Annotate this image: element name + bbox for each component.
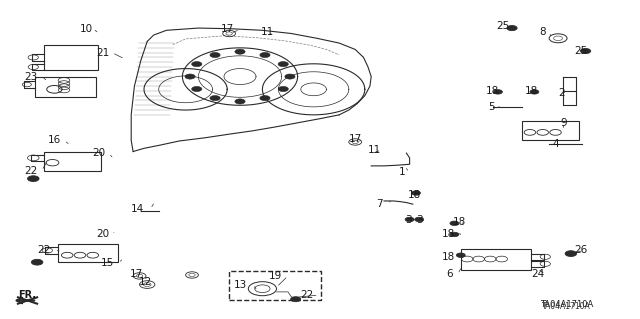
Text: TA04A1710A: TA04A1710A xyxy=(542,302,591,311)
Circle shape xyxy=(493,90,502,94)
Circle shape xyxy=(530,90,539,94)
Text: 1: 1 xyxy=(399,167,405,177)
Circle shape xyxy=(507,26,517,31)
Text: 10: 10 xyxy=(80,24,93,34)
Text: 6: 6 xyxy=(447,269,453,279)
Circle shape xyxy=(450,232,459,237)
Text: 13: 13 xyxy=(234,279,246,290)
Text: 11: 11 xyxy=(368,145,381,155)
Circle shape xyxy=(28,176,39,182)
Text: 3: 3 xyxy=(417,215,423,225)
Circle shape xyxy=(278,62,289,67)
Circle shape xyxy=(291,297,301,302)
Text: 7: 7 xyxy=(376,199,383,209)
Text: 9: 9 xyxy=(560,118,566,128)
Bar xyxy=(44,45,98,70)
Circle shape xyxy=(260,96,270,101)
Text: 16: 16 xyxy=(48,135,61,145)
Bar xyxy=(44,152,101,171)
Text: 18: 18 xyxy=(408,189,421,200)
Text: 20: 20 xyxy=(96,229,109,240)
Text: 18: 18 xyxy=(486,86,499,96)
Text: 24: 24 xyxy=(531,269,544,279)
Text: 17: 17 xyxy=(221,24,234,34)
Bar xyxy=(58,244,118,262)
Text: 11: 11 xyxy=(261,27,274,37)
Circle shape xyxy=(185,74,195,79)
Circle shape xyxy=(31,259,43,265)
Text: 22: 22 xyxy=(301,290,314,300)
Text: 15: 15 xyxy=(101,258,114,268)
Circle shape xyxy=(456,253,465,257)
Circle shape xyxy=(580,48,591,54)
Bar xyxy=(522,121,579,140)
Text: 26: 26 xyxy=(575,245,588,256)
Text: 19: 19 xyxy=(269,271,282,281)
Text: 18: 18 xyxy=(525,86,538,96)
Circle shape xyxy=(278,86,289,92)
Text: 23: 23 xyxy=(24,71,37,82)
Circle shape xyxy=(260,52,270,57)
Bar xyxy=(35,77,96,97)
Circle shape xyxy=(235,49,245,54)
Text: 14: 14 xyxy=(131,204,144,214)
Text: 17: 17 xyxy=(130,269,143,279)
Circle shape xyxy=(450,221,459,226)
Text: 2: 2 xyxy=(559,87,565,98)
FancyBboxPatch shape xyxy=(229,271,321,300)
Text: 12: 12 xyxy=(140,277,152,287)
Text: 3: 3 xyxy=(405,215,412,225)
Text: 4: 4 xyxy=(552,138,559,149)
Circle shape xyxy=(405,217,414,222)
Text: 22: 22 xyxy=(37,245,50,256)
Circle shape xyxy=(565,251,577,256)
Circle shape xyxy=(285,74,295,79)
Text: 22: 22 xyxy=(24,166,37,176)
Text: 21: 21 xyxy=(96,48,109,58)
Text: 18: 18 xyxy=(442,252,454,262)
Circle shape xyxy=(191,86,202,92)
Circle shape xyxy=(210,96,220,101)
Circle shape xyxy=(415,217,424,222)
Text: 5: 5 xyxy=(488,102,495,112)
Circle shape xyxy=(412,191,420,195)
Text: 25: 25 xyxy=(575,46,588,56)
Text: 25: 25 xyxy=(496,20,509,31)
Text: 20: 20 xyxy=(93,148,106,158)
Text: FR.: FR. xyxy=(18,290,36,300)
Circle shape xyxy=(235,99,245,104)
Text: TA04A1710A: TA04A1710A xyxy=(540,300,593,309)
Circle shape xyxy=(210,52,220,57)
Text: 18: 18 xyxy=(442,229,454,240)
Text: 8: 8 xyxy=(540,27,546,37)
Circle shape xyxy=(191,62,202,67)
Text: 17: 17 xyxy=(349,134,362,144)
Text: 18: 18 xyxy=(453,217,466,227)
Bar xyxy=(461,249,531,270)
